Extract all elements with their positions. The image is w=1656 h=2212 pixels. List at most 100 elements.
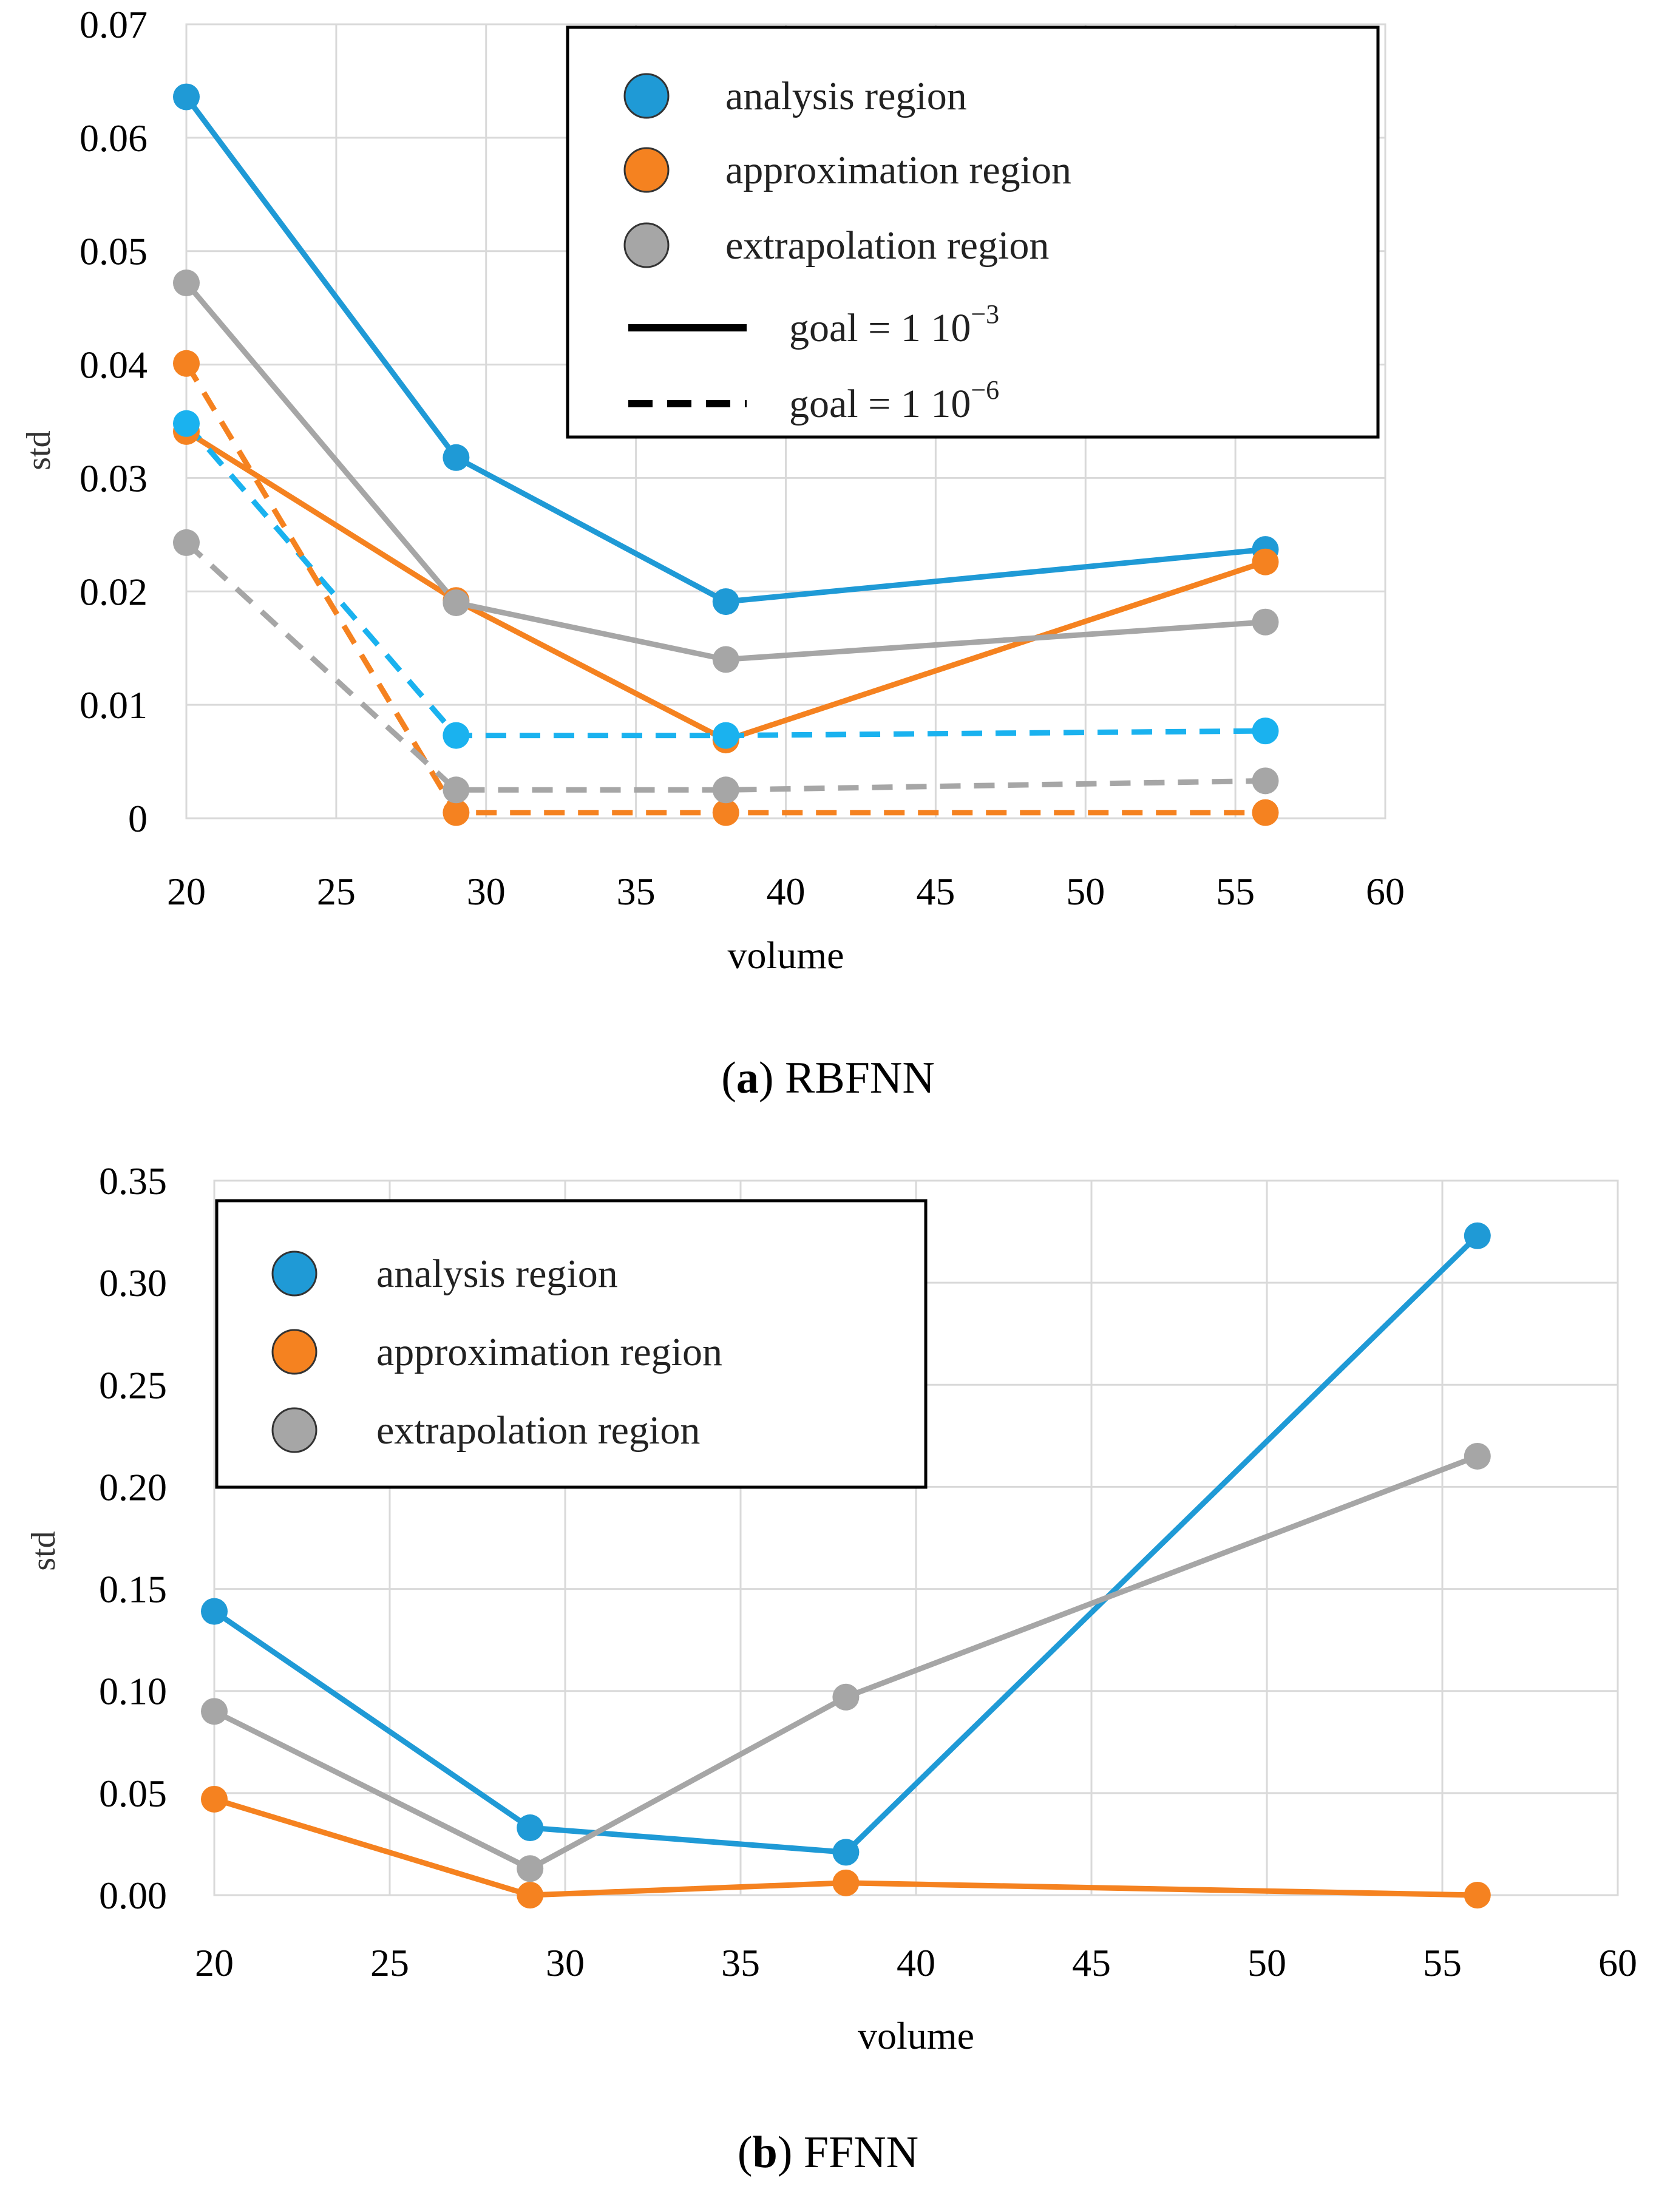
x-tick-label: 35 (617, 870, 656, 913)
data-point-extrapolation-dashed (173, 529, 200, 556)
data-point-approximation-solid (1252, 548, 1279, 575)
x-tick-label: 50 (1247, 1941, 1286, 1984)
legend-marker-extrapolation (623, 222, 670, 268)
y-tick-label: 0.04 (80, 344, 148, 387)
x-tick-label: 30 (546, 1941, 585, 1984)
y-axis-title: std (20, 430, 58, 470)
x-tick-label: 35 (721, 1941, 760, 1984)
x-axis-title: volume (858, 2014, 974, 2057)
legend-marker-approximation (271, 1329, 317, 1375)
x-tick-label: 45 (1072, 1941, 1111, 1984)
data-point-extrapolation-solid (201, 1698, 228, 1725)
series-line-extrapolation-solid (184, 281, 1266, 662)
panel-caption: (a) RBFNN (721, 1053, 935, 1103)
y-tick-label: 0.20 (99, 1465, 167, 1508)
y-tick-label: 0.03 (80, 456, 148, 500)
data-point-extrapolation-solid (517, 1855, 544, 1882)
legend-marker-extrapolation (271, 1407, 317, 1453)
series-line-analysis-solid (184, 95, 1266, 605)
data-point-analysis-solid (832, 1839, 860, 1866)
legend-label-extrapolation: extrapolation region (725, 223, 1049, 268)
data-point-extrapolation-dashed (1252, 767, 1279, 795)
data-point-extrapolation-solid (1252, 608, 1279, 636)
data-point-extrapolation-solid (443, 589, 470, 616)
legend-marker-analysis (623, 73, 670, 119)
data-point-approximation-dashed (443, 799, 470, 826)
y-axis-title: std (25, 1531, 63, 1570)
data-point-extrapolation-solid (712, 646, 739, 673)
x-tick-label: 25 (317, 870, 356, 913)
data-point-analysis-solid (517, 1814, 544, 1842)
legend-marker-analysis (271, 1250, 317, 1297)
data-point-approximation-solid (517, 1882, 544, 1908)
legend-goal-label-solid: goal = 1 10−3 (789, 299, 999, 350)
series-line-approximation-dashed (184, 362, 1266, 816)
legend-goal-exponent: −6 (971, 375, 999, 405)
y-tick-label: 0.05 (80, 230, 148, 273)
x-tick-label: 50 (1066, 870, 1105, 913)
y-tick-label: 0.06 (80, 117, 148, 160)
data-point-analysis-solid (712, 588, 739, 616)
series-line-approximation-solid (213, 1796, 1478, 1898)
data-point-analysis_dashed-dashed (443, 722, 470, 749)
series-line-analysis-solid (212, 1233, 1479, 1855)
legend-goal-exponent: −3 (971, 299, 999, 329)
data-point-analysis-solid (443, 444, 470, 471)
series-line-extrapolation-dashed (184, 540, 1266, 793)
data-point-analysis_dashed-dashed (712, 722, 739, 749)
y-tick-label: 0.25 (99, 1363, 167, 1406)
legend-marker-approximation (623, 147, 670, 193)
y-tick-label: 0.02 (80, 570, 148, 613)
data-point-extrapolation-solid (173, 270, 200, 297)
series-line-analysis_dashed-dashed (184, 421, 1266, 739)
x-tick-label: 55 (1216, 870, 1255, 913)
y-tick-label: 0.01 (80, 684, 148, 727)
y-tick-label: 0.07 (80, 3, 148, 46)
series-line-approximation-solid (185, 429, 1266, 743)
series-line-extrapolation-solid (212, 1453, 1479, 1871)
x-tick-label: 40 (767, 870, 806, 913)
data-point-approximation-dashed (173, 350, 200, 377)
y-tick-label: 0.15 (99, 1568, 167, 1611)
data-point-extrapolation-solid (832, 1683, 860, 1711)
x-tick-label: 60 (1366, 870, 1405, 913)
x-tick-label: 45 (916, 870, 955, 913)
y-tick-label: 0.30 (99, 1261, 167, 1304)
legend-label-approximation: approximation region (725, 148, 1071, 192)
legend-box (566, 25, 1380, 439)
data-point-approximation-solid (201, 1785, 228, 1813)
chart-panel-b: 20 25 30 35 40 45 50 55 60 0.00 0.05 0.10 0.15 0.20 0.… (25, 1159, 1637, 2177)
x-tick-label: 25 (370, 1941, 409, 1984)
legend-label-analysis: analysis region (725, 74, 967, 118)
x-tick-label: 20 (195, 1941, 234, 1984)
x-tick-label: 60 (1598, 1941, 1637, 1984)
x-axis-title: volume (728, 934, 844, 977)
y-tick-label: 0.10 (99, 1670, 167, 1713)
y-tick-label: 0.00 (99, 1874, 167, 1917)
x-tick-label: 40 (897, 1941, 935, 1984)
panel-letter: b (753, 2128, 778, 2177)
data-point-extrapolation-dashed (443, 776, 470, 804)
data-point-approximation-solid (832, 1869, 860, 1896)
data-point-extrapolation-solid (1464, 1442, 1491, 1470)
data-point-extrapolation-dashed (712, 776, 739, 804)
panel-letter: a (736, 1053, 759, 1103)
data-point-analysis-solid (173, 83, 200, 110)
y-tick-label: 0.35 (99, 1159, 167, 1203)
y-tick-label: 0 (128, 797, 148, 840)
chart-panel-a: 20 25 30 35 40 45 50 55 60 0 0.01 0.02 0.03 0.04 0.05 0… (20, 3, 1405, 1103)
data-point-analysis-solid (1464, 1222, 1491, 1249)
panel-caption: (b) FFNN (738, 2128, 918, 2177)
data-point-approximation-dashed (712, 799, 739, 826)
legend-box (215, 1199, 928, 1489)
data-point-analysis_dashed-dashed (173, 410, 200, 437)
x-tick-label: 55 (1423, 1941, 1462, 1984)
y-tick-label: 0.05 (99, 1772, 167, 1815)
data-point-analysis-solid (201, 1598, 228, 1625)
legend-label-approximation: approximation region (376, 1330, 722, 1374)
data-point-analysis_dashed-dashed (1252, 718, 1279, 745)
data-point-approximation-dashed (1252, 799, 1279, 826)
x-tick-label: 20 (167, 870, 206, 913)
legend-goal-label-dashed: goal = 1 10−6 (789, 375, 999, 426)
